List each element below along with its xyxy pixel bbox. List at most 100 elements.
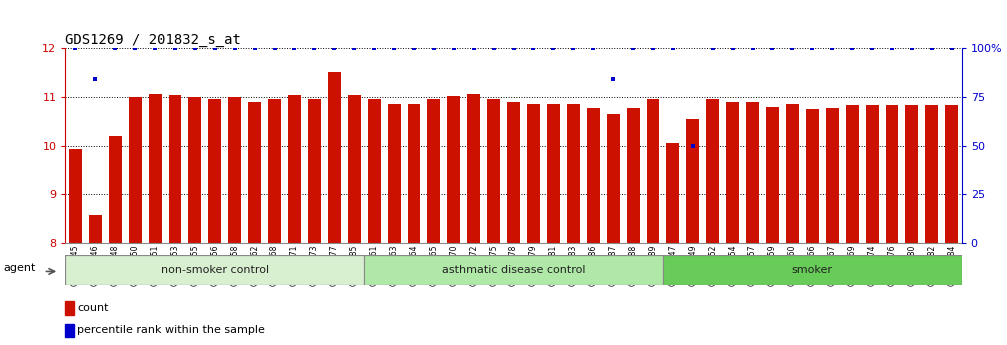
Bar bbox=[65, 301, 74, 315]
Bar bbox=[606, 114, 619, 243]
Point bbox=[406, 46, 422, 51]
Bar bbox=[229, 97, 242, 243]
Point bbox=[326, 46, 342, 51]
Point bbox=[824, 46, 840, 51]
Bar bbox=[447, 96, 460, 243]
Bar bbox=[866, 105, 878, 243]
Bar bbox=[168, 95, 181, 243]
Bar bbox=[567, 104, 580, 243]
Bar bbox=[626, 108, 639, 243]
Point bbox=[605, 77, 621, 82]
Bar bbox=[368, 99, 381, 243]
Point bbox=[904, 46, 920, 51]
Bar bbox=[746, 102, 759, 243]
Bar bbox=[65, 324, 74, 337]
Point bbox=[665, 46, 681, 51]
Point bbox=[725, 46, 741, 51]
Bar bbox=[388, 104, 401, 243]
Point bbox=[187, 46, 203, 51]
Bar bbox=[905, 105, 918, 243]
Bar bbox=[846, 105, 859, 243]
Bar bbox=[328, 72, 340, 243]
Point bbox=[367, 46, 383, 51]
Point bbox=[227, 46, 243, 51]
Bar bbox=[487, 99, 500, 243]
Point bbox=[465, 46, 481, 51]
Bar bbox=[188, 97, 201, 243]
Bar bbox=[587, 108, 600, 243]
Bar bbox=[785, 104, 799, 243]
Point bbox=[565, 46, 581, 51]
Text: asthmatic disease control: asthmatic disease control bbox=[442, 265, 585, 275]
Point bbox=[147, 46, 163, 51]
Point bbox=[247, 46, 263, 51]
Bar bbox=[268, 99, 281, 243]
Point bbox=[685, 143, 701, 149]
Point bbox=[386, 46, 402, 51]
Point bbox=[644, 46, 661, 51]
Point bbox=[506, 46, 522, 51]
Bar bbox=[467, 93, 480, 243]
Bar bbox=[806, 109, 819, 243]
Bar bbox=[109, 136, 122, 243]
Point bbox=[546, 46, 562, 51]
Bar bbox=[646, 99, 660, 243]
Point bbox=[167, 46, 183, 51]
Point bbox=[446, 46, 462, 51]
Point bbox=[426, 46, 442, 51]
Point bbox=[267, 46, 283, 51]
Bar bbox=[687, 119, 699, 243]
Bar bbox=[766, 107, 779, 243]
Bar bbox=[427, 99, 440, 243]
Point bbox=[744, 46, 760, 51]
Point bbox=[585, 46, 601, 51]
Point bbox=[784, 46, 801, 51]
Point bbox=[625, 46, 641, 51]
Bar bbox=[65, 255, 365, 285]
Bar bbox=[68, 149, 82, 243]
Bar bbox=[365, 255, 663, 285]
Text: percentile rank within the sample: percentile rank within the sample bbox=[78, 325, 265, 335]
Bar bbox=[288, 95, 301, 243]
Bar bbox=[663, 255, 962, 285]
Point bbox=[705, 46, 721, 51]
Bar bbox=[726, 102, 739, 243]
Point bbox=[286, 46, 302, 51]
Point bbox=[127, 46, 143, 51]
Bar bbox=[208, 99, 222, 243]
Text: smoker: smoker bbox=[792, 265, 833, 275]
Text: agent: agent bbox=[3, 264, 35, 274]
Bar bbox=[89, 215, 102, 243]
Text: GDS1269 / 201832_s_at: GDS1269 / 201832_s_at bbox=[65, 33, 242, 47]
Bar bbox=[706, 99, 719, 243]
Bar bbox=[408, 104, 421, 243]
Point bbox=[884, 46, 900, 51]
Bar bbox=[925, 105, 939, 243]
Point bbox=[346, 46, 363, 51]
Bar bbox=[527, 104, 540, 243]
Bar bbox=[149, 93, 161, 243]
Point bbox=[526, 46, 542, 51]
Bar bbox=[308, 99, 321, 243]
Bar bbox=[946, 105, 959, 243]
Point bbox=[206, 46, 223, 51]
Point bbox=[844, 46, 860, 51]
Text: count: count bbox=[78, 303, 109, 313]
Point bbox=[67, 46, 84, 51]
Point bbox=[485, 46, 501, 51]
Point bbox=[306, 46, 322, 51]
Bar bbox=[826, 108, 839, 243]
Point bbox=[764, 46, 780, 51]
Bar bbox=[547, 104, 560, 243]
Bar bbox=[129, 97, 142, 243]
Bar bbox=[667, 143, 680, 243]
Bar bbox=[508, 102, 520, 243]
Text: non-smoker control: non-smoker control bbox=[161, 265, 269, 275]
Point bbox=[923, 46, 940, 51]
Bar bbox=[248, 102, 261, 243]
Point bbox=[107, 46, 123, 51]
Point bbox=[864, 46, 880, 51]
Point bbox=[88, 77, 104, 82]
Point bbox=[805, 46, 821, 51]
Bar bbox=[885, 105, 898, 243]
